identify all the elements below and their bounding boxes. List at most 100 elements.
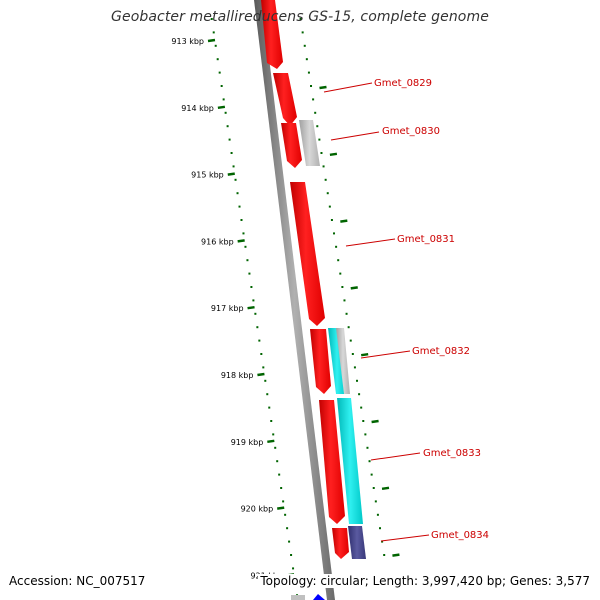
ruler-minor-tick xyxy=(258,339,261,342)
leader-line-0831 xyxy=(345,238,396,247)
gene-label-gmet-0833[interactable]: Gmet_0833 xyxy=(423,448,481,459)
ruler-minor-tick xyxy=(278,473,281,476)
right-minor-tick xyxy=(322,165,325,168)
ruler-minor-tick xyxy=(254,312,257,315)
right-minor-tick xyxy=(379,527,382,530)
right-minor-tick xyxy=(318,138,321,141)
gene-label-gmet-0829[interactable]: Gmet_0829 xyxy=(374,78,432,89)
ruler-minor-tick xyxy=(212,31,215,34)
gene-labels: Gmet_0829 Gmet_0830 Gmet_0831 Gmet_0832 … xyxy=(323,78,489,542)
gray-feature-1[interactable] xyxy=(299,120,320,166)
gene-label-gmet-0831[interactable]: Gmet_0831 xyxy=(397,234,455,245)
ruler-tick-label: 914 kbp xyxy=(181,104,214,113)
ruler-major-tick xyxy=(207,38,216,43)
right-minor-tick xyxy=(358,393,361,396)
cds-arrow-3[interactable] xyxy=(281,123,302,168)
leader-line-0832 xyxy=(360,350,411,359)
right-minor-tick xyxy=(303,44,306,47)
leader-line-0834 xyxy=(380,534,430,542)
ruler-minor-tick xyxy=(270,420,273,422)
blue-marker-icon[interactable] xyxy=(313,594,325,600)
ruler-minor-tick xyxy=(216,58,219,61)
ruler-minor-tick xyxy=(240,219,243,221)
right-minor-tick xyxy=(360,406,363,409)
right-minor-tick xyxy=(374,500,377,503)
gray-feature-2[interactable] xyxy=(336,328,350,394)
ruler-major-tick xyxy=(277,506,285,510)
right-minor-tick xyxy=(305,58,308,61)
right-major-tick xyxy=(392,553,400,557)
right-minor-tick xyxy=(349,339,352,342)
ruler-minor-tick xyxy=(256,326,259,329)
gene-label-gmet-0830[interactable]: Gmet_0830 xyxy=(382,126,440,137)
right-minor-tick xyxy=(310,85,313,87)
right-minor-tick xyxy=(320,152,323,154)
ruler-minor-tick xyxy=(224,111,227,114)
ruler-minor-tick xyxy=(214,44,217,47)
gene-label-gmet-0834[interactable]: Gmet_0834 xyxy=(431,530,489,541)
right-minor-tick xyxy=(341,286,344,288)
right-minor-tick xyxy=(383,554,386,556)
ruler-minor-tick xyxy=(284,513,287,516)
ruler-tick-label: 913 kbp xyxy=(171,37,204,46)
right-minor-tick xyxy=(307,71,310,74)
right-minor-tick xyxy=(301,31,304,34)
ruler-minor-tick xyxy=(264,379,267,382)
ruler-minor-tick xyxy=(226,125,229,128)
ruler-minor-tick xyxy=(290,554,293,556)
ruler-minor-tick xyxy=(246,259,249,262)
right-minor-tick xyxy=(339,272,342,275)
right-minor-tick xyxy=(343,299,346,302)
right-minor-tick xyxy=(351,353,354,355)
right-major-tick xyxy=(360,352,369,357)
right-major-tick xyxy=(340,219,348,223)
ruler-minor-tick xyxy=(210,18,213,20)
ruler-minor-tick xyxy=(282,500,285,503)
leader-line-0829 xyxy=(323,82,373,93)
right-minor-tick xyxy=(314,111,317,114)
ruler-minor-tick xyxy=(274,446,277,449)
ruler-major-tick xyxy=(257,372,265,377)
ruler-major-tick xyxy=(247,305,255,310)
right-minor-tick xyxy=(366,446,369,449)
ruler-minor-tick xyxy=(234,178,237,181)
ruler-major-tick xyxy=(237,239,245,243)
right-minor-tick xyxy=(328,205,331,208)
right-minor-tick xyxy=(337,259,340,262)
cyan-feature-1[interactable] xyxy=(328,328,346,394)
ruler-minor-tick xyxy=(218,71,221,74)
right-minor-tick xyxy=(364,433,367,436)
ruler-major-tick xyxy=(227,172,235,176)
right-major-tick xyxy=(381,486,390,491)
right-minor-tick xyxy=(368,460,371,463)
genome-summary: Topology: circular; Length: 3,997,420 bp… xyxy=(258,574,590,588)
cds-arrow-4[interactable] xyxy=(290,182,325,326)
ruler-tick-label: 920 kbp xyxy=(241,505,274,514)
ruler-minor-tick xyxy=(280,487,283,489)
right-minor-tick xyxy=(347,326,350,329)
ruler-tick-label: 917 kbp xyxy=(211,304,244,313)
cds-arrow-6[interactable] xyxy=(319,400,345,524)
gray-feature-bottom[interactable] xyxy=(291,595,305,600)
cds-arrow-2[interactable] xyxy=(273,73,297,126)
right-minor-tick xyxy=(324,178,327,181)
right-major-tick xyxy=(371,419,379,424)
right-minor-tick xyxy=(326,192,329,195)
right-minor-tick xyxy=(376,513,379,516)
ruler-minor-tick xyxy=(276,460,279,463)
ruler-minor-tick xyxy=(238,205,241,208)
right-ruler-ticks xyxy=(319,85,400,557)
cds-arrow-7[interactable] xyxy=(332,528,349,559)
navy-feature[interactable] xyxy=(348,526,366,559)
cds-arrow-1[interactable] xyxy=(261,0,283,69)
cds-arrow-5[interactable] xyxy=(310,329,331,394)
right-minor-tick xyxy=(333,232,336,235)
right-minor-tick xyxy=(335,245,338,248)
cyan-feature-2[interactable] xyxy=(337,398,363,524)
ruler-minor-tick xyxy=(252,299,255,302)
right-minor-tick xyxy=(345,312,348,315)
accession-label: Accession: NC_007517 xyxy=(9,574,146,588)
gene-label-gmet-0832[interactable]: Gmet_0832 xyxy=(412,346,470,357)
genome-title: Geobacter metallireducens GS-15, complet… xyxy=(111,9,489,25)
